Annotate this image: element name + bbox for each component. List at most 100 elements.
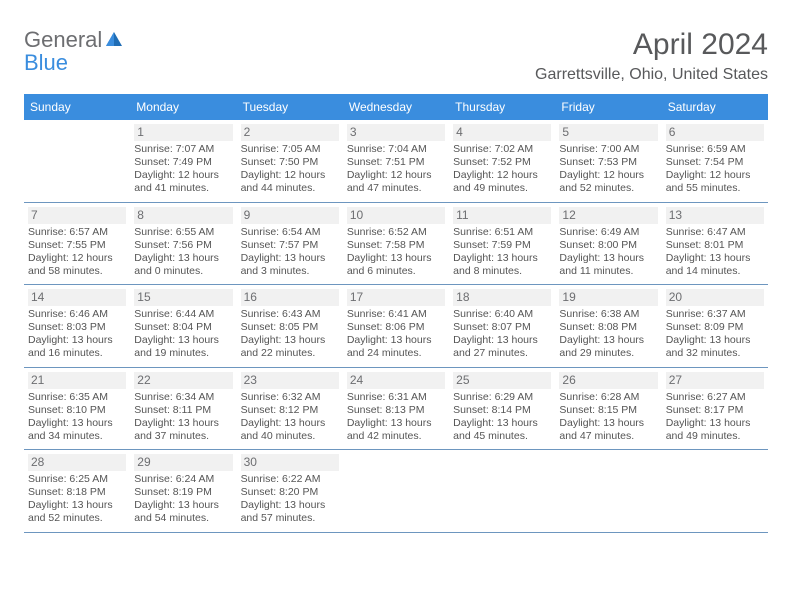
sunrise-line: Sunrise: 6:40 AM (453, 308, 551, 321)
daylight-line: Daylight: 12 hours and 44 minutes. (241, 169, 339, 195)
sunrise-line: Sunrise: 6:44 AM (134, 308, 232, 321)
week-row: 14Sunrise: 6:46 AMSunset: 8:03 PMDayligh… (24, 285, 768, 368)
day-cell (662, 450, 768, 532)
daylight-line: Daylight: 13 hours and 22 minutes. (241, 334, 339, 360)
sunset-line: Sunset: 8:17 PM (666, 404, 764, 417)
sunrise-line: Sunrise: 6:35 AM (28, 391, 126, 404)
header: General Blue April 2024 Garrettsville, O… (24, 28, 768, 84)
sunset-line: Sunset: 8:03 PM (28, 321, 126, 334)
sunrise-line: Sunrise: 6:41 AM (347, 308, 445, 321)
day-cell: 6 Sunrise: 6:59 AMSunset: 7:54 PMDaylight… (662, 120, 768, 202)
sunset-line: Sunset: 8:15 PM (559, 404, 657, 417)
sunrise-line: Sunrise: 6:31 AM (347, 391, 445, 404)
day-number: 15 (134, 289, 232, 306)
weekday-header: Thursday (449, 94, 555, 120)
weekday-header-row: SundayMondayTuesdayWednesdayThursdayFrid… (24, 94, 768, 120)
weekday-header: Friday (555, 94, 661, 120)
day-cell: 4Sunrise: 7:02 AMSunset: 7:52 PMDaylight… (449, 120, 555, 202)
sunrise-line: Sunrise: 6:34 AM (134, 391, 232, 404)
daylight-line: Daylight: 13 hours and 27 minutes. (453, 334, 551, 360)
sunset-line: Sunset: 8:06 PM (347, 321, 445, 334)
day-cell: 1Sunrise: 7:07 AMSunset: 7:49 PMDaylight… (130, 120, 236, 202)
sunrise-line: Sunrise: 7:05 AM (241, 143, 339, 156)
day-number: 6 (666, 124, 764, 141)
sunset-line: Sunset: 8:11 PM (134, 404, 232, 417)
day-number: 26 (559, 372, 657, 389)
sunrise-line: Sunrise: 6:38 AM (559, 308, 657, 321)
day-number: 23 (241, 372, 339, 389)
day-cell: 9Sunrise: 6:54 AMSunset: 7:57 PMDaylight… (237, 203, 343, 285)
day-number: 29 (134, 454, 232, 471)
day-number: 3 (347, 124, 445, 141)
daylight-line: Daylight: 12 hours and 55 minutes. (666, 169, 764, 195)
sunset-line: Sunset: 8:04 PM (134, 321, 232, 334)
daylight-line: Daylight: 12 hours and 47 minutes. (347, 169, 445, 195)
location: Garrettsville, Ohio, United States (535, 66, 768, 84)
sunrise-line: Sunrise: 6:37 AM (666, 308, 764, 321)
week-row: 1Sunrise: 7:07 AMSunset: 7:49 PMDaylight… (24, 120, 768, 203)
day-cell: 30Sunrise: 6:22 AMSunset: 8:20 PMDayligh… (237, 450, 343, 532)
day-cell: 15Sunrise: 6:44 AMSunset: 8:04 PMDayligh… (130, 285, 236, 367)
day-number: 24 (347, 372, 445, 389)
daylight-line: Daylight: 13 hours and 40 minutes. (241, 417, 339, 443)
week-row: 28Sunrise: 6:25 AMSunset: 8:18 PMDayligh… (24, 450, 768, 533)
sunset-line: Sunset: 7:53 PM (559, 156, 657, 169)
daylight-line: Daylight: 12 hours and 41 minutes. (134, 169, 232, 195)
day-cell: 24Sunrise: 6:31 AMSunset: 8:13 PMDayligh… (343, 368, 449, 450)
sunset-line: Sunset: 7:56 PM (134, 239, 232, 252)
day-cell (343, 450, 449, 532)
week-row: 21Sunrise: 6:35 AMSunset: 8:10 PMDayligh… (24, 368, 768, 451)
sunset-line: Sunset: 8:14 PM (453, 404, 551, 417)
daylight-line: Daylight: 13 hours and 47 minutes. (559, 417, 657, 443)
daylight-line: Daylight: 12 hours and 49 minutes. (453, 169, 551, 195)
sunset-line: Sunset: 8:19 PM (134, 486, 232, 499)
title-block: April 2024 Garrettsville, Ohio, United S… (535, 28, 768, 84)
day-number: 13 (666, 207, 764, 224)
sunset-line: Sunset: 7:54 PM (666, 156, 764, 169)
day-cell: 19Sunrise: 6:38 AMSunset: 8:08 PMDayligh… (555, 285, 661, 367)
daylight-line: Daylight: 13 hours and 52 minutes. (28, 499, 126, 525)
day-number: 27 (666, 372, 764, 389)
sunrise-line: Sunrise: 6:46 AM (28, 308, 126, 321)
sunrise-line: Sunrise: 6:29 AM (453, 391, 551, 404)
day-cell: 8Sunrise: 6:55 AMSunset: 7:56 PMDaylight… (130, 203, 236, 285)
sunrise-line: Sunrise: 7:04 AM (347, 143, 445, 156)
sunrise-line: Sunrise: 6:27 AM (666, 391, 764, 404)
logo-word-1: General (24, 27, 102, 52)
day-number: 16 (241, 289, 339, 306)
day-cell: 10Sunrise: 6:52 AMSunset: 7:58 PMDayligh… (343, 203, 449, 285)
sunrise-line: Sunrise: 6:47 AM (666, 226, 764, 239)
daylight-line: Daylight: 13 hours and 16 minutes. (28, 334, 126, 360)
daylight-line: Daylight: 13 hours and 24 minutes. (347, 334, 445, 360)
day-number: 9 (241, 207, 339, 224)
day-cell: 22Sunrise: 6:34 AMSunset: 8:11 PMDayligh… (130, 368, 236, 450)
daylight-line: Daylight: 12 hours and 58 minutes. (28, 252, 126, 278)
day-number: 19 (559, 289, 657, 306)
daylight-line: Daylight: 13 hours and 0 minutes. (134, 252, 232, 278)
day-cell: 5Sunrise: 7:00 AMSunset: 7:53 PMDaylight… (555, 120, 661, 202)
weekday-header: Wednesday (343, 94, 449, 120)
sunset-line: Sunset: 7:49 PM (134, 156, 232, 169)
day-number: 18 (453, 289, 551, 306)
day-cell: 23Sunrise: 6:32 AMSunset: 8:12 PMDayligh… (237, 368, 343, 450)
daylight-line: Daylight: 13 hours and 37 minutes. (134, 417, 232, 443)
day-cell: 12Sunrise: 6:49 AMSunset: 8:00 PMDayligh… (555, 203, 661, 285)
day-number: 25 (453, 372, 551, 389)
sunrise-line: Sunrise: 6:59 AM (666, 143, 764, 156)
day-number: 28 (28, 454, 126, 471)
daylight-line: Daylight: 12 hours and 52 minutes. (559, 169, 657, 195)
logo: General Blue (24, 28, 126, 74)
day-number: 5 (559, 124, 657, 141)
daylight-line: Daylight: 13 hours and 3 minutes. (241, 252, 339, 278)
day-number: 10 (347, 207, 445, 224)
sunset-line: Sunset: 8:00 PM (559, 239, 657, 252)
calendar-page: General Blue April 2024 Garrettsville, O… (0, 0, 792, 545)
calendar: SundayMondayTuesdayWednesdayThursdayFrid… (24, 94, 768, 533)
sunset-line: Sunset: 8:09 PM (666, 321, 764, 334)
weeks-container: 1Sunrise: 7:07 AMSunset: 7:49 PMDaylight… (24, 120, 768, 533)
logo-word-2: Blue (24, 50, 68, 75)
daylight-line: Daylight: 13 hours and 29 minutes. (559, 334, 657, 360)
day-cell: 29Sunrise: 6:24 AMSunset: 8:19 PMDayligh… (130, 450, 236, 532)
day-number: 2 (241, 124, 339, 141)
sunset-line: Sunset: 8:20 PM (241, 486, 339, 499)
